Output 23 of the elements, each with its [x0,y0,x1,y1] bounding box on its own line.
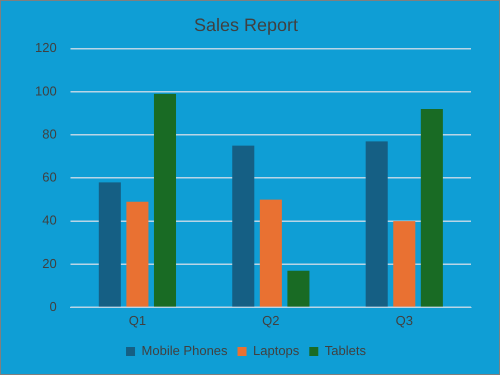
x-tick-label: Q3 [396,312,413,328]
bar [154,94,176,307]
bar [260,200,282,307]
y-tick-label: 40 [42,212,57,228]
y-tick-label: 100 [34,83,57,98]
bar [126,202,148,307]
x-tick-label: Q2 [262,312,280,328]
bar [287,270,310,307]
y-tick-label: 60 [42,170,57,185]
bar [420,108,443,307]
bar [232,146,254,307]
chart-title: Sales Report [194,14,298,35]
bar [393,221,416,307]
y-tick-label: 120 [34,40,57,56]
legend-label: Mobile Phones [142,343,228,358]
y-tick-label: 80 [42,126,57,142]
legend-label: Laptops [253,343,300,358]
x-tick-label: Q1 [128,312,146,328]
y-tick-label: 0 [49,298,57,314]
bar [366,141,388,307]
bar [98,182,121,307]
y-tick-label: 20 [42,256,57,271]
legend-label: Tablets [324,343,366,358]
